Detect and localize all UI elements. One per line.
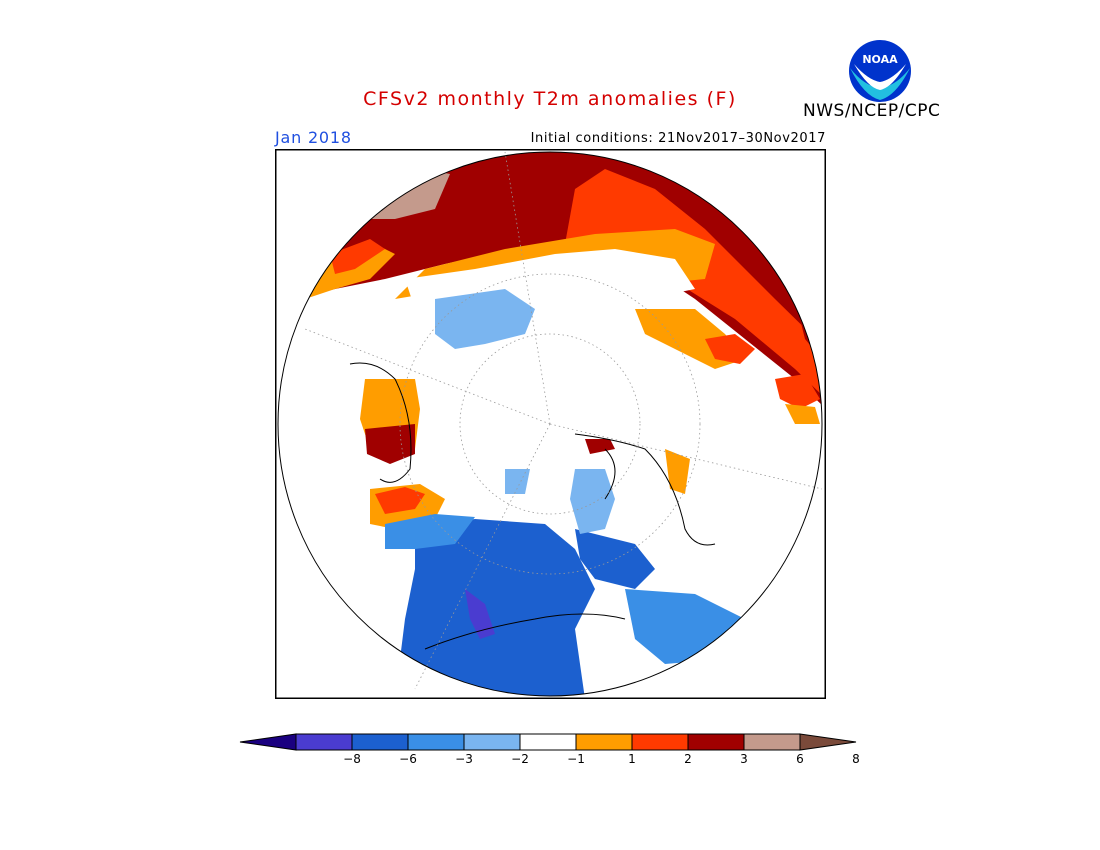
forecast-month: Jan 2018 [275, 128, 352, 147]
legend-swatch [407, 733, 465, 751]
legend-swatch [743, 733, 801, 751]
legend-tick-label: 2 [684, 752, 692, 766]
legend-swatch [351, 733, 409, 751]
legend-tick-label: 3 [740, 752, 748, 766]
legend-arrow-high [799, 733, 857, 751]
legend-swatch [631, 733, 689, 751]
legend-tick-label: −1 [567, 752, 585, 766]
legend-tick-label: −8 [343, 752, 361, 766]
polar-map [275, 149, 826, 699]
legend-tick-label: 8 [852, 752, 860, 766]
graticule [304, 151, 823, 690]
legend-swatch [519, 733, 577, 751]
legend-tick-label: −6 [399, 752, 417, 766]
legend-tick-label: −3 [455, 752, 473, 766]
noaa-logo-text: NOAA [862, 53, 898, 66]
legend-swatch [295, 733, 353, 751]
legend-swatch [463, 733, 521, 751]
initial-conditions: Initial conditions: 21Nov2017–30Nov2017 [530, 131, 826, 146]
legend-tick-label: 1 [628, 752, 636, 766]
color-legend [239, 733, 857, 751]
noaa-logo: NOAA [849, 40, 911, 102]
legend-arrow-low [239, 733, 297, 751]
chart-title: CFSv2 monthly T2m anomalies (F) [363, 88, 737, 110]
agency-label: NWS/NCEP/CPC [803, 101, 941, 121]
legend-swatch [687, 733, 745, 751]
legend-tick-label: 6 [796, 752, 804, 766]
legend-tick-label: −2 [511, 752, 529, 766]
legend-swatch [575, 733, 633, 751]
